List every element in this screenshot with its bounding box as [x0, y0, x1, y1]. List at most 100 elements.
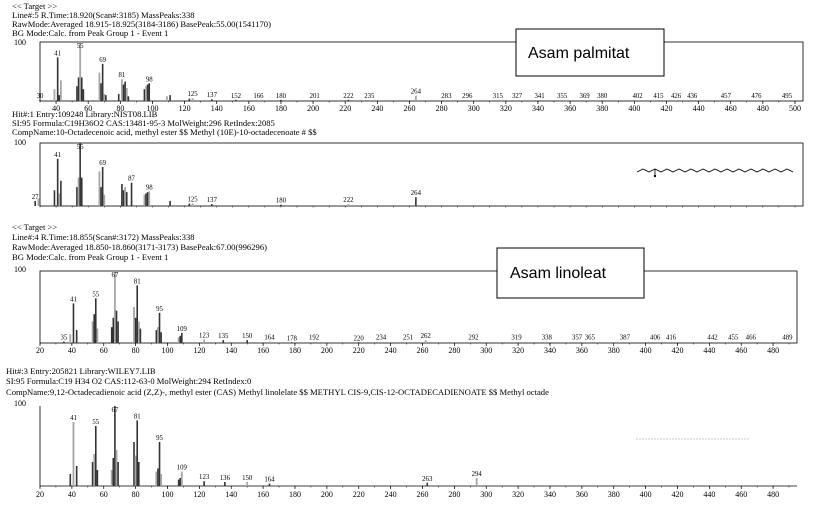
- x-tick-label: 340: [532, 104, 544, 113]
- x-tick-label: 300: [480, 490, 492, 499]
- panel-2-header: Hit#:1 Entry:109248 Library:NIST08.LIB S…: [12, 109, 317, 137]
- panel-2-header-line: Hit#:1 Entry:109248 Library:NIST08.LIB: [12, 109, 158, 119]
- peak-label: 67: [112, 272, 119, 279]
- x-tick-label: 280: [448, 346, 460, 355]
- x-tick-label: 360: [564, 104, 576, 113]
- peak-label: 355: [557, 93, 568, 100]
- x-tick-label: 140: [225, 346, 237, 355]
- x-tick-label: 180: [289, 490, 301, 499]
- peak-label: 125: [187, 196, 198, 203]
- peak-label: 436: [687, 93, 698, 100]
- peak-label: 69: [99, 57, 106, 64]
- x-tick-label: 480: [767, 490, 779, 499]
- x-tick-label: 320: [500, 104, 512, 113]
- x-tick-label: 460: [735, 346, 747, 355]
- panel-4-spectrum: 20 40 60 80 100 120 140 160 180 200 220 240 260 280 30…: [36, 406, 797, 499]
- peak-label: 263: [422, 476, 433, 483]
- peak-label: 87: [128, 176, 135, 183]
- peak-label: 264: [411, 190, 422, 197]
- x-tick-label: 500: [789, 104, 801, 113]
- peak-label: 152: [231, 93, 242, 100]
- x-tick-label: 80: [116, 104, 124, 113]
- x-tick-label: 240: [371, 104, 383, 113]
- x-tick-label: 200: [321, 346, 333, 355]
- peak-label: 125: [187, 91, 198, 98]
- x-tick-label: 380: [608, 490, 620, 499]
- panel-4-header: Hit#:3 Entry:205821 Library:WILEY7.LIB S…: [6, 366, 549, 397]
- x-tick-label: 420: [671, 490, 683, 499]
- peak-label: 95: [156, 435, 163, 442]
- peak-label: 426: [671, 93, 682, 100]
- x-tick-label: 380: [596, 104, 608, 113]
- x-tick-label: 360: [576, 490, 588, 499]
- peak-label: 406: [650, 335, 661, 342]
- peak-label: 98: [146, 185, 153, 192]
- x-tick-label: 120: [193, 346, 205, 355]
- x-tick-label: 260: [403, 104, 415, 113]
- x-tick-label: 240: [385, 490, 397, 499]
- x-tick-label: 460: [725, 104, 737, 113]
- panel-2-header-line: CompName:10-Octadecenoic acid, methyl es…: [12, 127, 317, 137]
- peak-label: 135: [218, 333, 229, 340]
- x-tick-label: 160: [243, 104, 255, 113]
- panel-3-header-line: RawMode:Averaged 18.850-18.860(3171-3173…: [12, 242, 267, 252]
- x-tick-label: 280: [436, 104, 448, 113]
- peak-label: 201: [310, 93, 320, 100]
- peak-label: 264: [411, 89, 422, 96]
- peak-label: 222: [343, 93, 354, 100]
- peak-label: 416: [666, 335, 677, 342]
- peak-label: 41: [70, 415, 77, 422]
- peak-label: 319: [511, 335, 522, 342]
- x-tick-label: 160: [257, 490, 269, 499]
- x-tick-label: 420: [671, 346, 683, 355]
- molecule-structure-icon: [636, 168, 794, 178]
- peak-label: 315: [493, 93, 504, 100]
- peak-label: 341: [534, 93, 544, 100]
- x-tick-label: 320: [512, 490, 524, 499]
- x-tick-label: 120: [193, 490, 205, 499]
- x-tick-label: 20: [36, 490, 44, 499]
- panel-2-ymax-label: 100: [14, 138, 26, 147]
- peak-label: 415: [653, 93, 664, 100]
- panel-3-header-line: BG Mode:Calc. from Peak Group 1 - Event …: [12, 252, 168, 262]
- peak-label: 137: [207, 197, 218, 204]
- x-tick-label: 440: [703, 490, 715, 499]
- peak-label: 489: [782, 335, 793, 342]
- panel-1-spectrum: 40 60 80 100 120 140 160 180 200 220 240 260 280 300 3…: [37, 41, 804, 113]
- x-tick-label: 320: [512, 346, 524, 355]
- peak-label: 166: [253, 93, 264, 100]
- x-tick-label: 340: [544, 490, 556, 499]
- peak-label: 123: [199, 332, 210, 339]
- peak-label: 234: [376, 335, 387, 342]
- peak-label: 81: [119, 72, 126, 79]
- x-tick-label: 20: [36, 346, 44, 355]
- peak-label: 81: [134, 413, 141, 420]
- x-tick-label: 380: [608, 346, 620, 355]
- panel-4-header-line: Hit#:3 Entry:205821 Library:WILEY7.LIB: [6, 366, 156, 376]
- peak-label: 222: [343, 197, 354, 204]
- panel-2-spectrum: 27 41 55 69 87 98 125 137 180 222 264: [32, 142, 804, 208]
- peak-label: 220: [354, 335, 365, 342]
- peak-label: 192: [309, 335, 320, 342]
- peak-label: 55: [92, 419, 99, 426]
- x-tick-label: 160: [257, 346, 269, 355]
- peak-label: 251: [403, 335, 413, 342]
- x-tick-label: 360: [576, 346, 588, 355]
- peak-label: 109: [177, 465, 188, 472]
- x-tick-label: 40: [68, 346, 76, 355]
- x-tick-label: 200: [307, 104, 319, 113]
- x-tick-label: 100: [146, 104, 158, 113]
- peak-label: 292: [468, 335, 479, 342]
- x-tick-label: 440: [693, 104, 705, 113]
- peak-label: 69: [99, 160, 106, 167]
- x-tick-label: 60: [100, 490, 108, 499]
- x-tick-label: 440: [703, 346, 715, 355]
- x-tick-label: 220: [353, 490, 365, 499]
- peak-label: 180: [276, 198, 287, 205]
- plot-frame: [39, 270, 798, 344]
- panel-3-header: << Target >> Line#:4 R.Time:18.855(Scan#…: [12, 222, 267, 262]
- panel-1-ymax-label: 100: [14, 38, 26, 47]
- peak-label: 387: [620, 335, 631, 342]
- x-tick-label: 60: [84, 104, 92, 113]
